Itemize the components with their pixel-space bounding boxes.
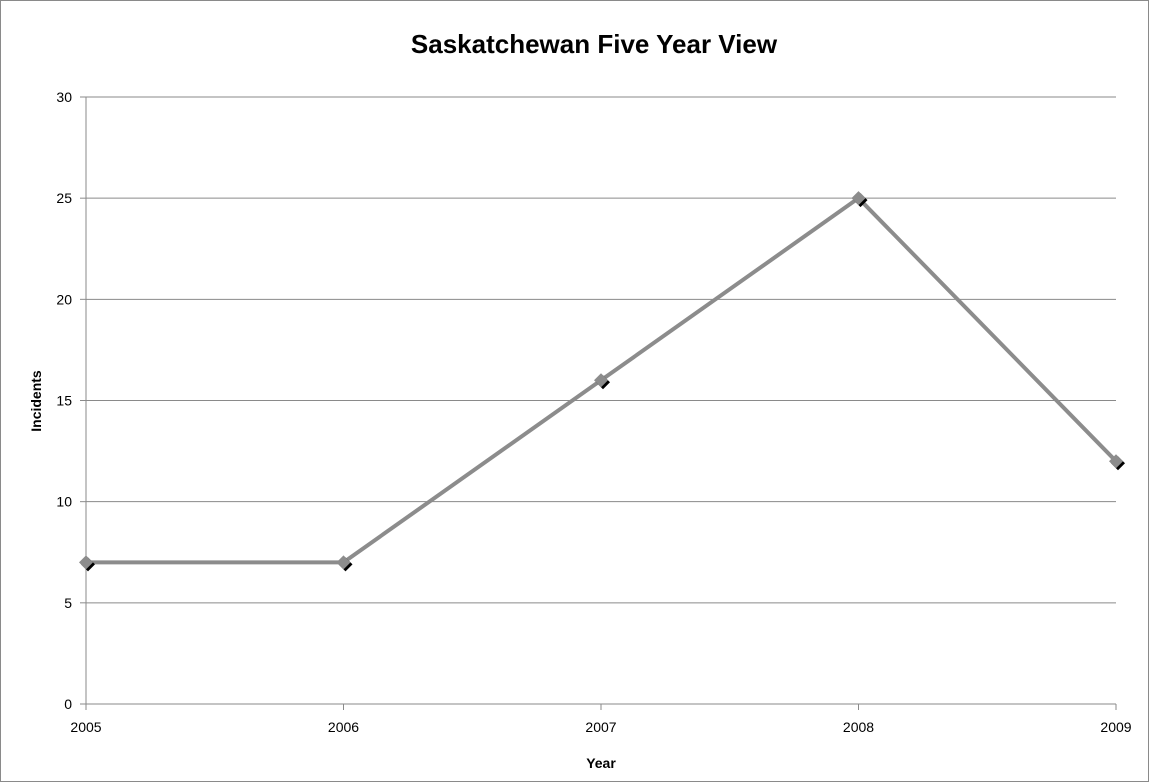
data-point (336, 555, 351, 570)
x-tick-label: 2006 (328, 719, 359, 735)
y-tick-label: 25 (56, 190, 72, 206)
y-tick-label: 10 (56, 494, 72, 510)
x-tick-label: 2009 (1100, 719, 1131, 735)
y-tick-label: 20 (56, 291, 72, 307)
axes (80, 96, 1117, 710)
data-point (1109, 454, 1123, 469)
x-tick-labels: 2005 2006 2007 2008 2009 (70, 719, 1131, 735)
data-point (851, 191, 866, 206)
x-axis-label: Year (586, 755, 616, 771)
y-tick-label: 5 (64, 595, 72, 611)
data-point (594, 373, 608, 388)
gridlines (86, 96, 1116, 604)
chart-title: Saskatchewan Five Year View (411, 29, 778, 59)
y-axis-label: Incidents (28, 370, 44, 432)
x-tick-label: 2007 (585, 719, 616, 735)
data-point (79, 555, 93, 570)
y-tick-label: 30 (56, 89, 72, 105)
series-layer (79, 191, 1125, 572)
y-tick-labels: 0 5 10 15 20 25 30 (56, 89, 72, 712)
y-tick-label: 0 (64, 696, 72, 712)
x-tick-label: 2005 (70, 719, 101, 735)
y-tick-label: 15 (56, 393, 72, 409)
x-tick-label: 2008 (843, 719, 874, 735)
